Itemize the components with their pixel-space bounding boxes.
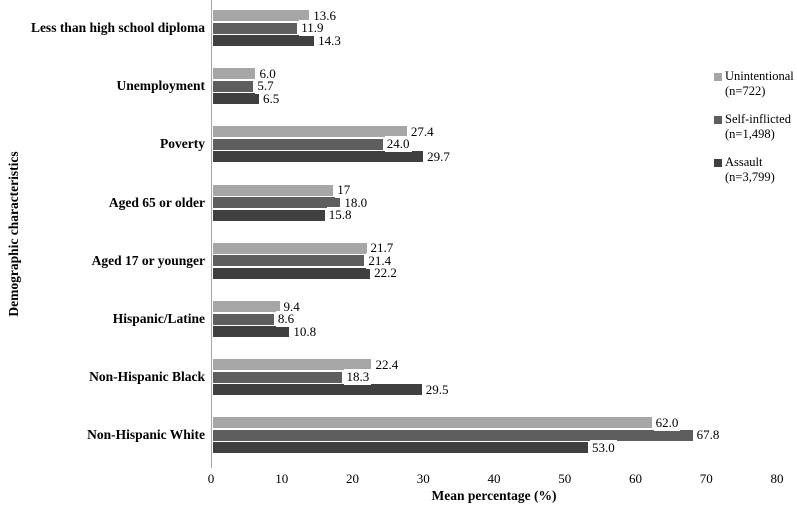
bar-value-label: 6.0: [257, 65, 278, 82]
bar: [213, 417, 652, 429]
x-tick-label: 80: [770, 471, 784, 486]
bar-value-label: 18.3: [344, 369, 372, 386]
bar-value-label: 53.0: [589, 439, 617, 456]
bar-value-label: 13.6: [311, 7, 338, 24]
bar-value-label: 9.4: [281, 298, 302, 315]
legend-item: Self-inflicted (n=1,498): [714, 112, 797, 142]
legend-label-line: Assault: [725, 155, 763, 169]
bar-value-label: 6.5: [260, 90, 282, 107]
x-tick-label: 60: [629, 471, 642, 486]
bar: [213, 384, 422, 396]
legend-label-line: Unintentional: [725, 69, 794, 83]
bar-value-label: 24.0: [384, 136, 412, 153]
category-label: Non-Hispanic White: [87, 427, 205, 443]
category-label: Poverty: [160, 136, 205, 152]
x-tick-label: 70: [699, 471, 713, 486]
bar-value-label: 10.8: [291, 323, 319, 340]
bar-value-label: 21.4: [366, 252, 394, 269]
x-axis-ticks: 0 10 20 30 40 50 60 70 80: [207, 471, 784, 487]
bar: [213, 35, 315, 46]
legend-label: Self-inflicted (n=1,498): [725, 112, 791, 142]
bar: [213, 371, 343, 383]
bar: [213, 255, 365, 267]
x-tick-label: 0: [207, 471, 215, 486]
bar-value-label: 62.0: [653, 414, 681, 431]
legend: Unintentional (n=722) Self-inflicted (n=1,4…: [714, 69, 797, 198]
bar: [213, 442, 588, 454]
legend-item: Unintentional (n=722): [714, 69, 797, 99]
bar: [213, 242, 367, 254]
legend-swatch: [714, 73, 722, 81]
bar-value-label: 8.6: [275, 311, 297, 327]
bar-value-label: 14.3: [316, 32, 343, 49]
bar-value-label: 29.5: [423, 381, 451, 398]
bar: [213, 10, 310, 21]
legend-item: Assault (n=3,799): [714, 155, 797, 185]
bar: [213, 326, 290, 337]
x-tick-label: 40: [487, 471, 501, 486]
bar-value-label: 22.4: [373, 356, 401, 373]
bar-value-label: 21.7: [368, 240, 396, 257]
bar: [213, 126, 407, 138]
x-tick-label: 50: [558, 471, 572, 486]
legend-label-line: (n=1,498): [725, 127, 775, 141]
bar-value-label: 18.0: [342, 194, 370, 211]
bar-value-label: 67.8: [694, 427, 722, 444]
legend-label: Assault (n=3,799): [725, 155, 775, 185]
legend-label-line: Self-inflicted: [725, 112, 791, 126]
legend-swatch: [714, 116, 722, 124]
category-label: Aged 65 or older: [108, 194, 205, 210]
category-label: Non-Hispanic Black: [89, 369, 205, 385]
legend-label-line: (n=3,799): [725, 170, 775, 184]
bar-value-label: 29.7: [425, 148, 452, 165]
bar: [213, 429, 693, 441]
bar-value-label: 27.4: [408, 123, 436, 140]
bar: [213, 267, 371, 279]
bar: [213, 151, 424, 163]
category-label: Unemployment: [116, 78, 206, 94]
category-label: Aged 17 or younger: [91, 252, 205, 268]
bar: [213, 184, 334, 196]
bar: [213, 359, 372, 371]
bar: [213, 301, 280, 312]
bar-value-label: 22.2: [372, 265, 399, 282]
x-tick-label: 30: [416, 471, 430, 486]
bar: [213, 80, 254, 92]
bar: [213, 313, 274, 325]
category-label: Hispanic/Latine: [112, 310, 205, 326]
bar: [213, 209, 325, 221]
x-tick-label: 20: [346, 471, 359, 486]
bar-value-label: 5.7: [255, 78, 276, 95]
x-axis-title: Mean percentage (%): [431, 488, 557, 503]
bar-value-label: 17: [335, 182, 353, 199]
x-tick-label: 10: [275, 471, 289, 486]
category-label: Less than high school diploma: [30, 19, 205, 35]
legend-label: Unintentional (n=722): [725, 69, 794, 99]
legend-label-line: (n=722): [725, 84, 766, 98]
bar: [213, 22, 298, 34]
plot-area: 13.6 11.9 14.3 6.0 5.7 6.5 27.4 24.0 29.7 17 18.0 1…: [211, 0, 778, 468]
bar: [213, 68, 256, 80]
bar: [213, 138, 383, 150]
bar-value-label: 15.8: [326, 207, 354, 224]
bar: [213, 197, 341, 209]
legend-swatch: [714, 159, 722, 167]
category-labels: Less than high school diploma Unemploymen…: [0, 0, 205, 468]
bar-value-label: 11.9: [299, 20, 326, 36]
bar: [213, 93, 259, 105]
